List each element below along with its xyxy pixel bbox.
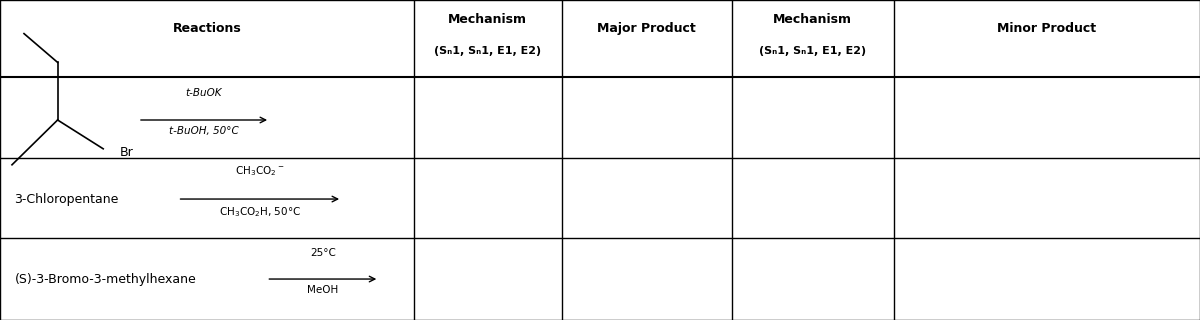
Text: Major Product: Major Product	[598, 22, 696, 35]
Text: MeOH: MeOH	[307, 285, 338, 295]
Text: (S)-3-Bromo-3-methylhexane: (S)-3-Bromo-3-methylhexane	[14, 273, 196, 285]
Text: Mechanism: Mechanism	[773, 13, 852, 26]
Text: (Sₙ1, Sₙ1, E1, E2): (Sₙ1, Sₙ1, E1, E2)	[433, 46, 541, 56]
Text: CH$_3$CO$_2$H, 50°C: CH$_3$CO$_2$H, 50°C	[218, 205, 301, 219]
Text: t-BuOK: t-BuOK	[186, 88, 222, 98]
Text: 3-Chloropentane: 3-Chloropentane	[14, 193, 119, 205]
Text: Mechanism: Mechanism	[448, 13, 527, 26]
Text: CH$_3$CO$_2$$^-$: CH$_3$CO$_2$$^-$	[235, 164, 284, 178]
Text: Minor Product: Minor Product	[997, 22, 1096, 35]
Text: Br: Br	[120, 146, 133, 158]
Text: Reactions: Reactions	[173, 22, 241, 35]
Text: t-BuOH, 50°C: t-BuOH, 50°C	[169, 126, 239, 136]
Text: (Sₙ1, Sₙ1, E1, E2): (Sₙ1, Sₙ1, E1, E2)	[758, 46, 866, 56]
Text: 25°C: 25°C	[310, 248, 336, 258]
